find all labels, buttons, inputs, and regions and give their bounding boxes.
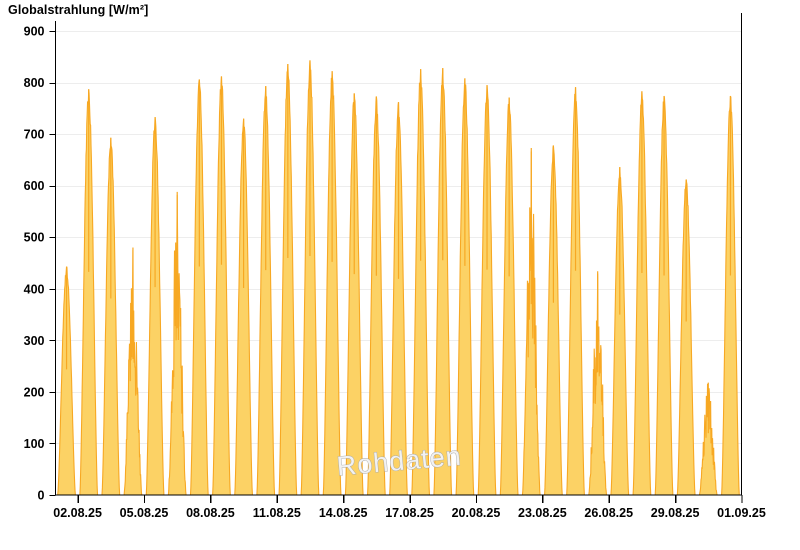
chart-title: Globalstrahlung [W/m²] — [8, 3, 149, 17]
y-tick-label: 0 — [38, 489, 45, 503]
y-tick-label: 600 — [24, 179, 45, 193]
x-tick-label: 17.08.25 — [385, 506, 434, 520]
radiation-area-series — [57, 60, 740, 496]
x-tick-label: 01.09.25 — [717, 506, 766, 520]
y-tick-label: 300 — [24, 334, 45, 348]
x-tick-label: 20.08.25 — [452, 506, 501, 520]
y-tick-label: 700 — [24, 128, 45, 142]
y-axis-tick-labels: 0 100 200 300 400 500 600 700 800 900 — [24, 25, 45, 503]
x-tick-label: 08.08.25 — [186, 506, 235, 520]
x-tick-label: 05.08.25 — [120, 506, 169, 520]
x-tick-label: 02.08.25 — [53, 506, 102, 520]
y-tick-label: 400 — [24, 282, 45, 296]
y-tick-label: 500 — [24, 231, 45, 245]
x-tick-label: 29.08.25 — [651, 506, 700, 520]
y-tick-label: 900 — [24, 25, 45, 39]
x-tick-label: 14.08.25 — [319, 506, 368, 520]
y-tick-label: 800 — [24, 76, 45, 90]
x-tick-label: 23.08.25 — [518, 506, 567, 520]
x-axis-tick-labels: 02.08.25 05.08.25 08.08.25 11.08.25 14.08.25… — [53, 506, 766, 520]
y-tick-label: 100 — [24, 437, 45, 451]
axes — [49, 13, 743, 503]
watermark-rohdaten: Rohdaten — [336, 441, 463, 482]
x-tick-label: 26.08.25 — [584, 506, 633, 520]
y-tick-label: 200 — [24, 385, 45, 399]
x-tick-label: 11.08.25 — [253, 506, 301, 520]
